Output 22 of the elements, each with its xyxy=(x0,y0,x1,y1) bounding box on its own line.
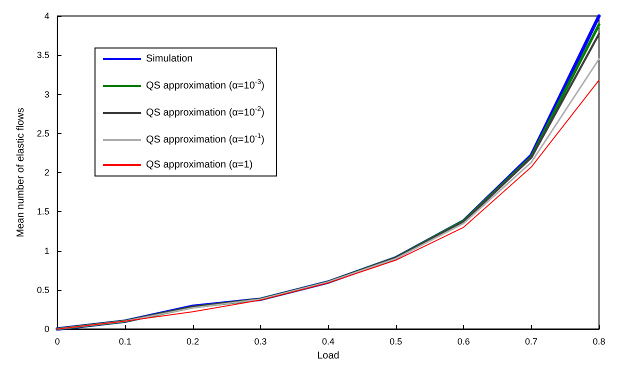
y-tick-label: 2.5 xyxy=(36,128,50,138)
y-tick-label: 1.5 xyxy=(36,206,50,217)
y-axis-title: Mean number of elastic flows xyxy=(16,108,26,238)
y-tick-label: 4 xyxy=(44,11,50,21)
x-tick-label: 0.2 xyxy=(186,336,200,346)
x-tick-label: 0.5 xyxy=(390,336,402,346)
x-tick-label: 0.1 xyxy=(118,336,132,346)
y-tick-label: 0 xyxy=(44,324,50,334)
y-tick-label: 1 xyxy=(44,246,50,256)
x-tick-label: 0.3 xyxy=(254,336,267,346)
y-tick-label: 3.5 xyxy=(36,50,50,60)
x-axis-title: Load xyxy=(317,350,340,362)
x-tick-label: 0.8 xyxy=(592,336,606,346)
x-tick-label: 0.6 xyxy=(457,336,470,346)
legend-label: QS approximation (α=1) xyxy=(146,160,253,170)
y-tick-label: 3 xyxy=(44,89,50,100)
legend-label: Simulation xyxy=(146,54,193,64)
x-tick-label: 0 xyxy=(54,336,60,346)
x-tick-label: 0.4 xyxy=(322,336,334,346)
y-tick-label: 0.5 xyxy=(36,284,50,295)
y-tick-label: 2 xyxy=(44,168,50,178)
x-tick-label: 0.7 xyxy=(525,336,538,346)
